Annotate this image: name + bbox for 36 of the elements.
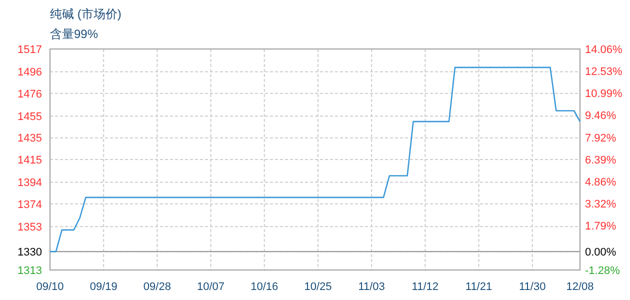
y-tick-label: 1330 [18, 246, 42, 258]
x-tick-label: 10/25 [304, 281, 332, 293]
y2-tick-label: 4.86% [585, 176, 616, 188]
y2-tick-label: -1.28% [585, 264, 620, 277]
y2-tick-label: 6.39% [585, 154, 616, 166]
y-tick-label: 1415 [18, 154, 42, 166]
y-tick-label: 1374 [18, 198, 42, 211]
y-tick-label: 1455 [18, 111, 42, 124]
x-tick-label: 10/07 [197, 281, 225, 293]
x-tick-label: 09/28 [143, 281, 171, 293]
chart-title: 纯碱 (市场价) [50, 7, 122, 21]
x-tick-label: 11/03 [358, 281, 385, 293]
y-tick-label: 1313 [18, 264, 42, 277]
chart-subtitle: 含量99% [50, 27, 98, 41]
y-tick-label: 1394 [18, 177, 42, 190]
y2-tick-label: 1.79% [585, 220, 616, 233]
x-tick-label: 10/16 [250, 281, 278, 293]
y2-tick-label: 0.00% [585, 246, 616, 258]
y2-tick-label: 9.46% [585, 110, 616, 122]
y-tick-label: 1496 [18, 66, 42, 79]
x-tick-label: 12/08 [566, 281, 594, 293]
y2-tick-label: 12.53% [585, 66, 623, 78]
x-tick-label: 11/30 [519, 281, 546, 293]
y-tick-label: 1517 [18, 44, 42, 56]
y2-tick-label: 10.99% [585, 88, 623, 100]
y2-tick-label: 14.06% [585, 44, 623, 56]
x-tick-label: 09/19 [90, 281, 118, 293]
x-tick-label: 09/10 [36, 281, 64, 293]
y-tick-label: 1476 [18, 88, 42, 100]
y2-tick-label: 3.32% [585, 198, 616, 211]
x-tick-label: 11/21 [465, 281, 492, 293]
x-tick-label: 11/12 [412, 281, 439, 293]
y2-tick-label: 7.92% [585, 132, 616, 144]
y-tick-label: 1353 [18, 222, 42, 234]
line-series [49, 66, 581, 252]
y-tick-label: 1435 [18, 132, 42, 145]
